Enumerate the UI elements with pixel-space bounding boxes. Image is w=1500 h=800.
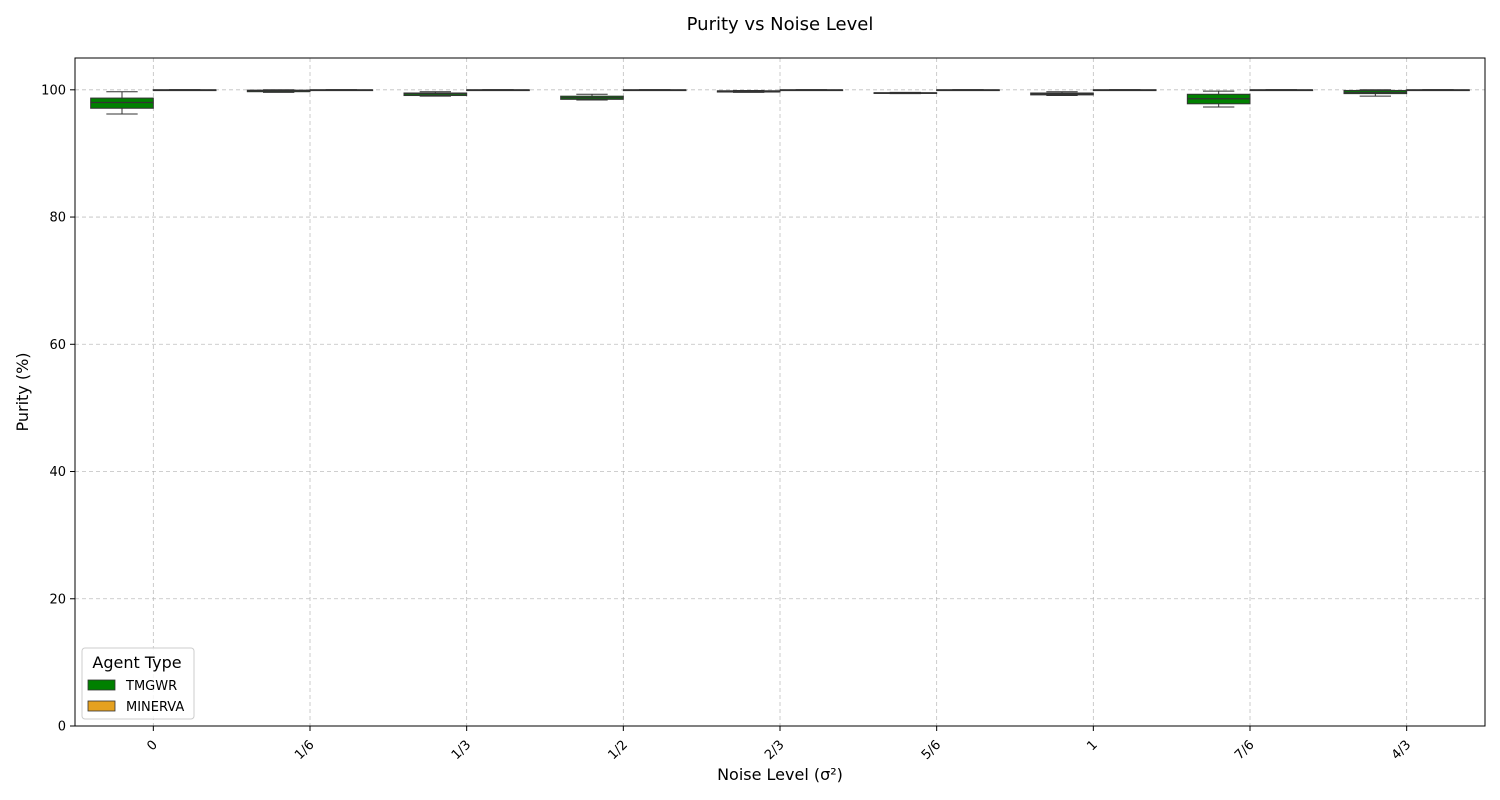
box-body bbox=[90, 97, 154, 109]
y-tick-label: 20 bbox=[49, 592, 66, 607]
box-tmgwr-5 bbox=[873, 91, 938, 95]
x-tick-label: 2/3 bbox=[762, 738, 787, 763]
y-tick-label: 0 bbox=[58, 720, 66, 735]
box-minerva-3 bbox=[622, 89, 687, 92]
x-tick-label: 1/6 bbox=[292, 738, 317, 763]
box-minerva-7 bbox=[1249, 89, 1314, 92]
box-tmgwr-2 bbox=[403, 91, 468, 97]
box-tmgwr-6 bbox=[1030, 91, 1094, 97]
y-tick-label: 40 bbox=[49, 465, 66, 480]
box-minerva-0 bbox=[152, 89, 217, 92]
x-axis-ticks: 0 1/6 1/3 1/2 2/3 5/6 1 7/6 4/3 bbox=[144, 726, 1414, 763]
x-tick-label: 5/6 bbox=[919, 738, 944, 763]
y-tick-label: 60 bbox=[49, 338, 66, 353]
x-tick-label: 4/3 bbox=[1389, 738, 1414, 763]
box-tmgwr-8 bbox=[1343, 89, 1408, 97]
legend-label-tmgwr: TMGWR bbox=[125, 679, 177, 694]
legend: Agent Type TMGWR MINERVA bbox=[81, 647, 195, 720]
y-axis-label: Purity (%) bbox=[13, 352, 32, 431]
box-minerva-4 bbox=[779, 89, 844, 92]
box-minerva-2 bbox=[466, 89, 530, 92]
legend-title: Agent Type bbox=[92, 653, 181, 672]
box-minerva-8 bbox=[1406, 89, 1470, 92]
x-tick-label: 1 bbox=[1084, 738, 1100, 754]
box-tmgwr-0 bbox=[90, 91, 154, 115]
y-tick-label: 100 bbox=[41, 83, 66, 98]
box-tmgwr-3 bbox=[560, 93, 624, 101]
y-axis-ticks: 0 20 40 60 80 100 bbox=[41, 83, 75, 735]
box-minerva-1 bbox=[309, 89, 374, 92]
box-layer bbox=[90, 89, 1470, 115]
y-tick-label: 80 bbox=[49, 211, 66, 226]
legend-swatch-minerva bbox=[87, 700, 116, 712]
chart-title: Purity vs Noise Level bbox=[687, 14, 874, 35]
box-minerva-6 bbox=[1092, 89, 1157, 92]
box-tmgwr-1 bbox=[246, 89, 311, 93]
x-tick-label: 7/6 bbox=[1232, 738, 1257, 763]
grid-layer bbox=[75, 58, 1485, 727]
x-tick-label: 1/3 bbox=[449, 738, 474, 763]
x-tick-label: 0 bbox=[144, 738, 160, 754]
box-tmgwr-4 bbox=[716, 89, 781, 93]
box-tmgwr-7 bbox=[1186, 90, 1251, 108]
legend-label-minerva: MINERVA bbox=[126, 700, 184, 715]
x-tick-label: 1/2 bbox=[605, 738, 630, 763]
x-axis-label: Noise Level (σ²) bbox=[717, 765, 843, 784]
legend-swatch-tmgwr bbox=[87, 679, 116, 691]
box-minerva-5 bbox=[936, 89, 1000, 92]
